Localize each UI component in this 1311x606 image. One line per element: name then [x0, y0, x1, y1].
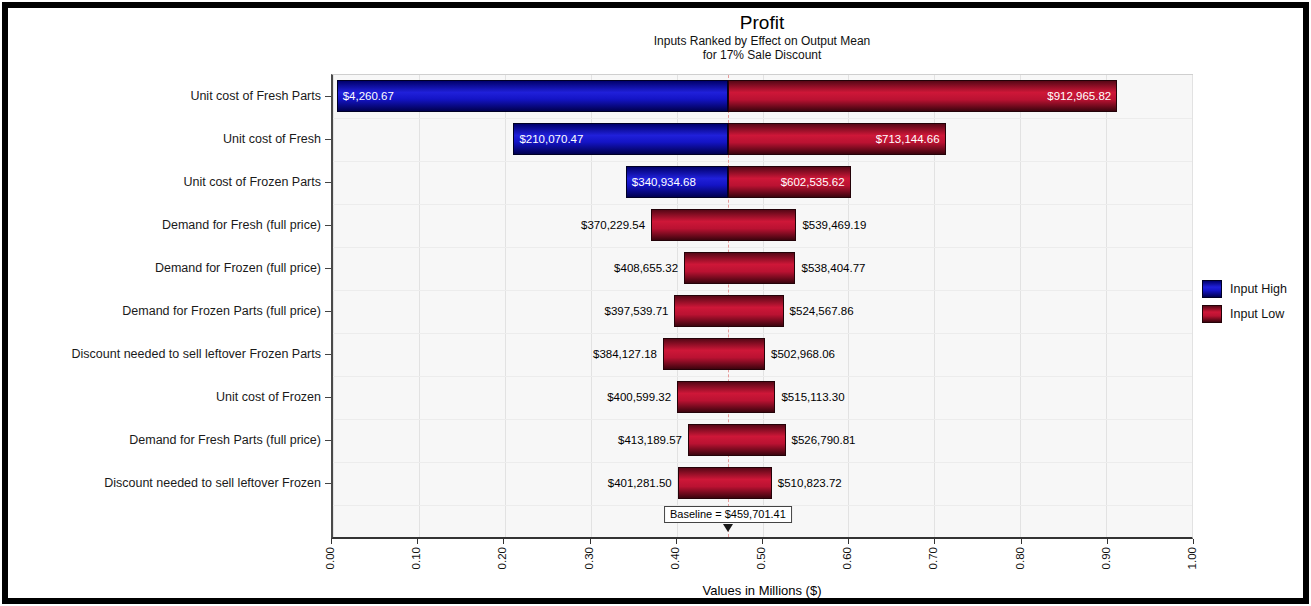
category-label: Unit cost of Fresh [5, 118, 321, 161]
bar-value-low-end: $4,260.67 [343, 80, 394, 112]
x-axis-tick-label: 0.00 [324, 547, 336, 569]
vertical-gridline [333, 75, 334, 537]
baseline-label: Baseline = $459,701.41 [664, 506, 792, 523]
category-label: Demand for Frozen Parts (full price) [5, 290, 321, 333]
x-axis-tick [417, 539, 418, 544]
bar-value-low-end: $397,539.71 [605, 295, 669, 327]
bar-segment-input-low [663, 338, 765, 370]
bar-segment-input-low [674, 295, 783, 327]
bar-value-low-end: $210,070.47 [519, 123, 583, 155]
x-axis-tick [934, 539, 935, 544]
horizontal-gridline [333, 290, 1192, 291]
horizontal-gridline [333, 118, 1192, 119]
bar-value-high-end: $502,968.06 [771, 338, 835, 370]
bar-value-high-end: $912,965.82 [1047, 80, 1111, 112]
x-axis-tick-label: 0.50 [755, 547, 767, 569]
category-label: Demand for Frozen (full price) [5, 247, 321, 290]
legend: Input High Input Low [1202, 280, 1287, 330]
x-axis-tick-label: 1.00 [1186, 547, 1198, 569]
title-block: Profit Inputs Ranked by Effect on Output… [331, 11, 1193, 62]
x-axis-tick [590, 539, 591, 544]
vertical-gridline [1192, 75, 1193, 537]
bar-value-high-end: $538,404.77 [801, 252, 865, 284]
x-axis-tick-label: 0.40 [669, 547, 681, 569]
x-axis-tick [1021, 539, 1022, 544]
horizontal-gridline [333, 161, 1192, 162]
x-axis-tick [762, 539, 763, 544]
input_low-swatch [1202, 305, 1222, 323]
category-label: Unit cost of Fresh Parts [5, 75, 321, 118]
vertical-gridline [1106, 75, 1107, 537]
category-label: Unit cost of Frozen Parts [5, 161, 321, 204]
vertical-gridline [1020, 75, 1021, 537]
x-axis-title: Values in Millions ($) [331, 583, 1193, 598]
legend-item-label: Input High [1230, 282, 1287, 296]
x-axis-tick-label: 0.90 [1100, 547, 1112, 569]
x-axis-tick [1107, 539, 1108, 544]
bar-segment-input-high [337, 80, 728, 112]
x-axis-tick-label: 0.20 [496, 547, 508, 569]
category-label: Discount needed to sell leftover Frozen … [5, 333, 321, 376]
x-axis-tick-label: 0.80 [1014, 547, 1026, 569]
bar-value-high-end: $602,535.62 [781, 166, 845, 198]
input_high-swatch [1202, 280, 1222, 298]
bar-value-low-end: $400,599.32 [607, 381, 671, 413]
x-axis-tick-label: 0.70 [927, 547, 939, 569]
legend-item: Input High [1202, 280, 1287, 298]
bar-value-high-end: $515,113.30 [781, 381, 844, 413]
category-label: Demand for Fresh Parts (full price) [5, 419, 321, 462]
horizontal-gridline [333, 333, 1192, 334]
x-axis-tick-label: 0.10 [410, 547, 422, 569]
bar-segment-input-low [677, 381, 775, 413]
x-axis-tick-label: 0.30 [583, 547, 595, 569]
horizontal-gridline [333, 204, 1192, 205]
horizontal-gridline [333, 376, 1192, 377]
bar-segment-input-low [684, 252, 795, 284]
vertical-gridline [419, 75, 420, 537]
chart-subtitle-line-1: Inputs Ranked by Effect on Output Mean [331, 34, 1193, 48]
x-axis-tick [1193, 539, 1194, 544]
bar-segment-input-low [688, 424, 786, 456]
chart-title: Profit [331, 11, 1193, 34]
category-label: Discount needed to sell leftover Frozen [5, 462, 321, 505]
bar-value-high-end: $524,567.86 [790, 295, 854, 327]
legend-item-label: Input Low [1230, 307, 1284, 321]
category-labels: Unit cost of Fresh PartsUnit cost of Fre… [0, 75, 333, 505]
x-axis-tick [503, 539, 504, 544]
bar-value-low-end: $413,189.57 [618, 424, 682, 456]
tornado-chart-page: Profit Inputs Ranked by Effect on Output… [0, 0, 1311, 606]
x-axis-tick [676, 539, 677, 544]
bar-value-low-end: $370,229.54 [581, 209, 645, 241]
bar-value-high-end: $526,790.81 [792, 424, 856, 456]
horizontal-gridline [333, 247, 1192, 248]
x-axis-tick [331, 539, 332, 544]
chart-subtitle-line-2: for 17% Sale Discount [331, 48, 1193, 62]
x-axis-tick-label: 0.60 [841, 547, 853, 569]
bar-segment-input-low [678, 467, 772, 499]
horizontal-gridline [333, 462, 1192, 463]
baseline-arrow-icon [723, 524, 733, 532]
legend-item: Input Low [1202, 305, 1287, 323]
bar-segment-input-low [651, 209, 796, 241]
category-label: Unit cost of Frozen [5, 376, 321, 419]
horizontal-gridline [333, 419, 1192, 420]
bar-value-low-end: $408,655.32 [614, 252, 678, 284]
category-label: Demand for Fresh (full price) [5, 204, 321, 247]
bar-value-high-end: $539,469.19 [802, 209, 866, 241]
bar-value-low-end: $384,127.18 [593, 338, 657, 370]
bar-value-high-end: $713,144.66 [876, 123, 940, 155]
x-axis-tick [848, 539, 849, 544]
bar-value-low-end: $401,281.50 [608, 467, 672, 499]
vertical-gridline [505, 75, 506, 537]
bar-value-high-end: $510,823.72 [778, 467, 842, 499]
bar-value-low-end: $340,934.68 [632, 166, 696, 198]
plot-area: $4,260.67 $912,965.82 $210,070.47 $713,144.… [331, 74, 1193, 539]
